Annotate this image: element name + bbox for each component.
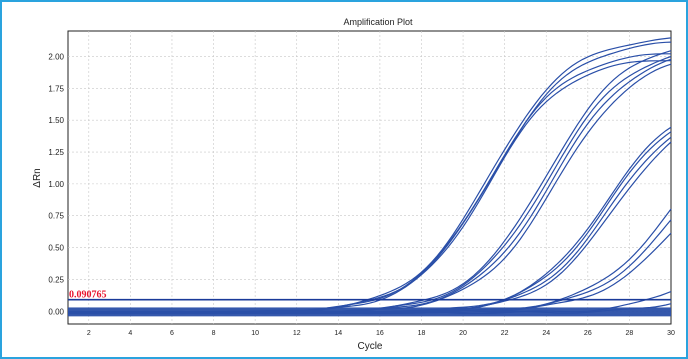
baseline-band bbox=[68, 307, 671, 317]
x-tick-label: 30 bbox=[667, 330, 675, 337]
y-tick-label: 0.25 bbox=[48, 275, 64, 284]
x-tick-label: 16 bbox=[376, 330, 384, 337]
x-tick-label: 14 bbox=[334, 330, 342, 337]
x-tick-label: 12 bbox=[293, 330, 301, 337]
y-tick-label: 2.00 bbox=[48, 52, 64, 61]
x-tick-label: 4 bbox=[128, 330, 132, 337]
x-tick-label: 26 bbox=[584, 330, 592, 337]
x-tick-label: 6 bbox=[170, 330, 174, 337]
threshold-label: 0.090765 bbox=[69, 290, 107, 301]
y-tick-labels: 0.00 0.25 0.50 0.75 1.00 1.25 1.50 1.75 2.00 bbox=[48, 52, 64, 316]
x-tick-label: 2 bbox=[87, 330, 91, 337]
y-tick-label: 0.75 bbox=[48, 212, 64, 221]
y-tick-label: 1.25 bbox=[48, 148, 64, 157]
y-tick-label: 0.50 bbox=[48, 244, 64, 253]
y-tick-label: 1.00 bbox=[48, 180, 64, 189]
y-tick-label: 1.50 bbox=[48, 116, 64, 125]
x-tick-label: 18 bbox=[418, 330, 426, 337]
chart-title: Amplification Plot bbox=[343, 17, 413, 27]
x-tick-label: 20 bbox=[459, 330, 467, 337]
y-tick-label: 1.75 bbox=[48, 84, 64, 93]
plot-area bbox=[67, 30, 672, 325]
x-tick-label: 10 bbox=[251, 330, 259, 337]
x-tick-label: 22 bbox=[501, 330, 509, 337]
y-tick-label: 0.00 bbox=[48, 307, 64, 316]
x-tick-label: 8 bbox=[212, 330, 216, 337]
x-axis-label: Cycle bbox=[357, 341, 382, 352]
y-axis-label: ΔRn bbox=[32, 168, 43, 187]
x-tick-label: 28 bbox=[626, 330, 634, 337]
x-tick-label: 24 bbox=[542, 330, 550, 337]
x-tick-labels: 2 4 6 8 10 12 14 16 18 20 22 24 26 28 30 bbox=[87, 330, 675, 337]
